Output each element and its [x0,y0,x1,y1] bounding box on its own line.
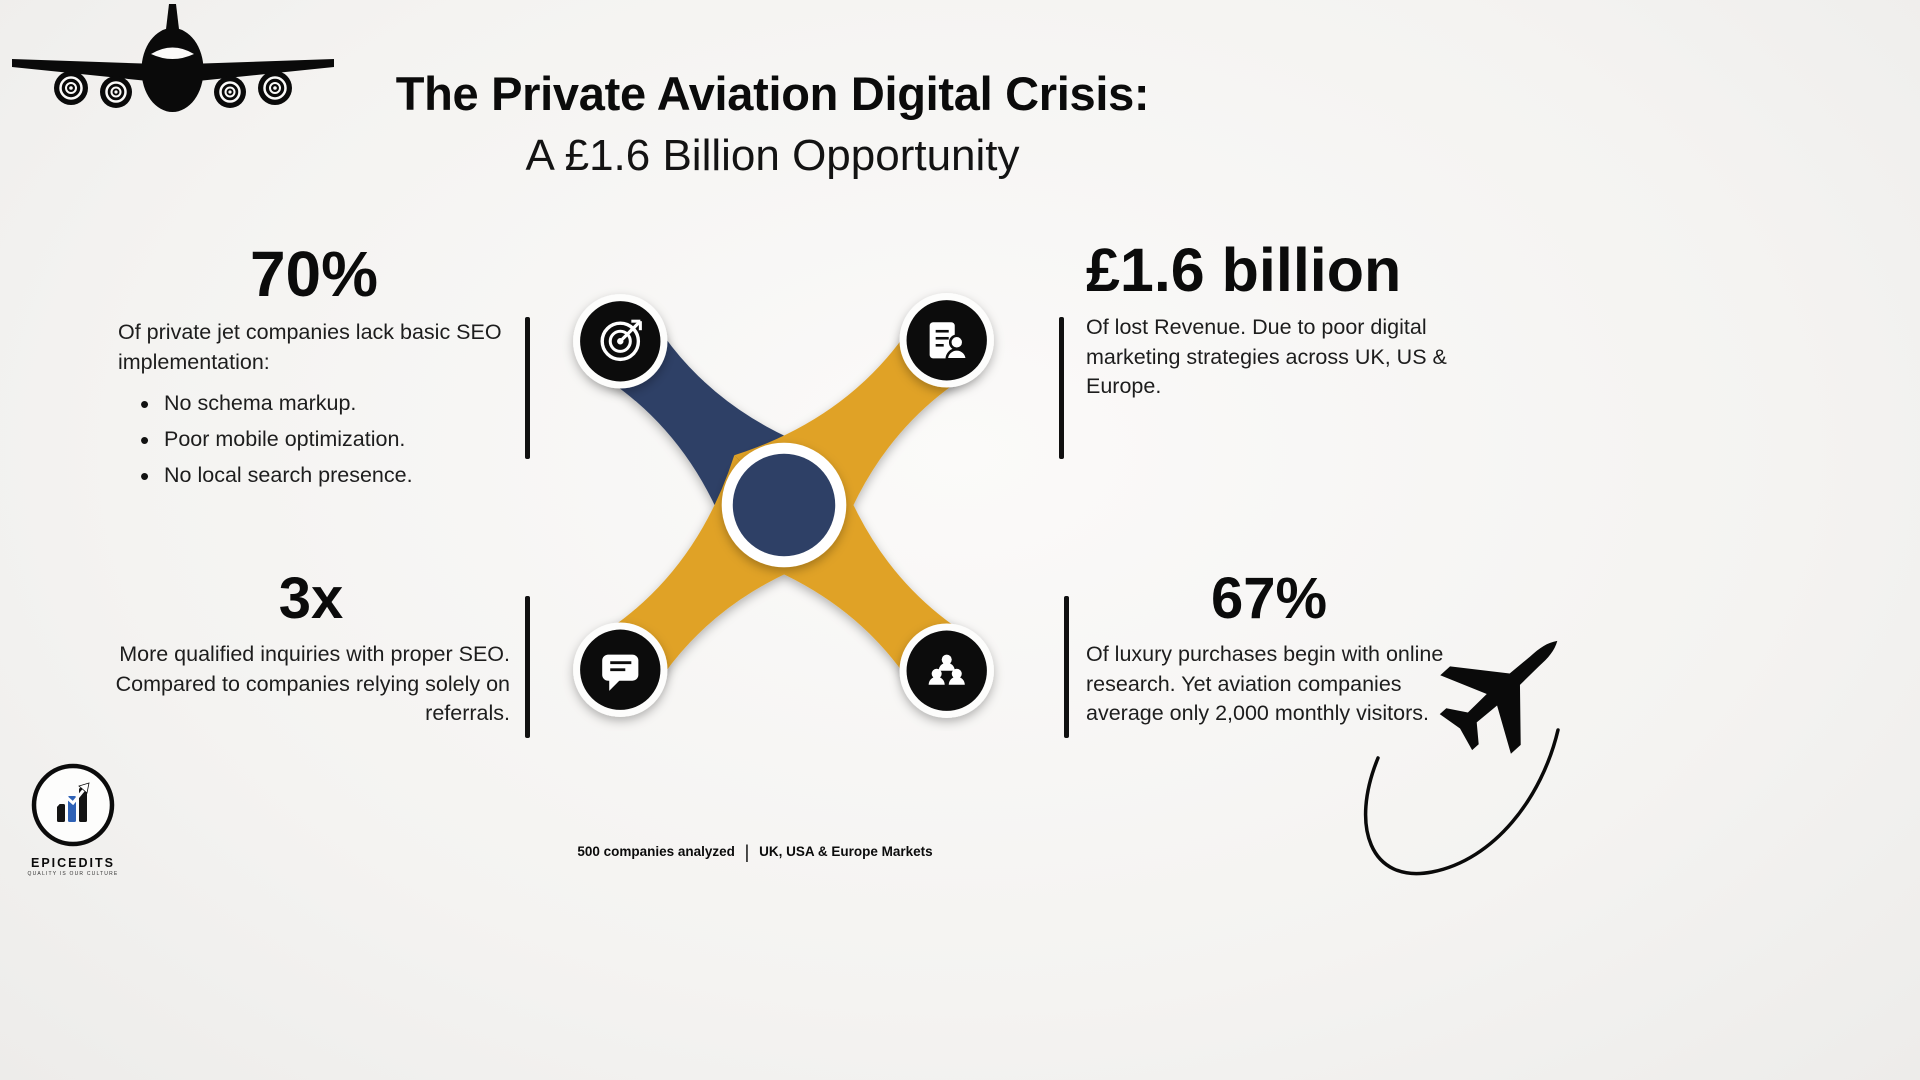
chat-node [573,622,668,717]
stat-value: 67% [1210,566,1328,631]
plane-fuselage [141,28,204,112]
page-title: The Private Aviation Digital Crisis: A £… [0,66,1545,181]
jet-airplane-icon [1439,640,1558,754]
list-item: No schema markup. [140,387,510,422]
contrail-swoosh [1363,728,1560,876]
stat-lost-revenue: £1.6 billion Of lost Revenue. Due to poo… [1086,240,1458,402]
logo-tagline: QUALITY IS OUR CULTURE [27,871,119,877]
team-node [899,623,994,718]
footer-separator: | [744,842,750,862]
title-line-2: A £1.6 Billion Opportunity [525,131,1020,180]
front-airplane-illustration [12,4,334,112]
divider-bar [1064,596,1069,738]
contact-node [899,293,994,388]
jet-airplane-with-swoosh [1363,640,1560,876]
footer-note: 500 companies analyzed | UK, USA & Europ… [0,842,1510,863]
plane-left-wing [12,59,158,82]
stat-description: Of private jet companies lack basic SEO … [118,320,502,374]
divider-bar [525,596,530,738]
plane-right-wing [188,59,334,82]
stat-seo-gap: 70% Of private jet companies lack basic … [118,242,510,496]
diagram-center [721,442,847,568]
footer-right: UK, USA & Europe Markets [759,844,933,859]
logo-name: EPICEDITS [31,856,115,870]
epicedits-logo: EPICEDITS QUALITY IS OUR CULTURE [26,762,120,877]
team-icon [928,654,965,685]
plane-windshield [151,47,194,59]
chat-icon [602,654,639,691]
plane-engines [54,71,292,108]
stat-description: Of luxury purchases begin with online re… [1086,642,1444,726]
list-item: No local search presence. [140,459,510,494]
epicedits-logo-icon [31,763,115,847]
stat-value: 3x [278,566,344,631]
seo-issues-list: No schema markup. Poor mobile optimizati… [140,387,510,494]
contact-card-icon [929,322,969,361]
stat-description: Of lost Revenue. Due to poor digital mar… [1086,315,1447,399]
list-item: Poor mobile optimization. [140,423,510,458]
stat-value: 70% [249,238,379,310]
x-diagram [573,293,994,718]
stat-description: More qualified inquiries with proper SEO… [115,642,510,726]
stat-online-research: 67% Of luxury purchases begin with onlin… [1086,570,1452,729]
divider-bar [525,317,530,459]
stat-value: £1.6 billion [1086,236,1402,304]
stat-qualified-inquiries: 3x More qualified inquiries with proper … [112,570,510,729]
footer-left: 500 companies analyzed [577,844,735,859]
target-node [573,294,668,389]
title-line-1: The Private Aviation Digital Crisis: [395,67,1150,120]
target-icon [600,319,642,362]
divider-bar [1059,317,1064,459]
